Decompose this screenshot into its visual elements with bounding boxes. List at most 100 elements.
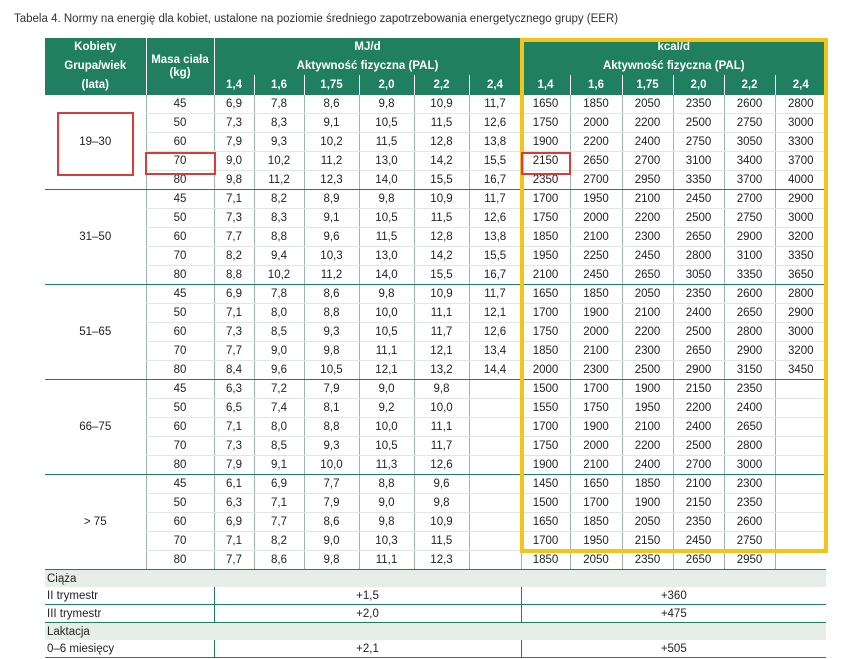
kcal-value-cell: 2300 xyxy=(621,341,674,361)
mj-value-cell: 8,6 xyxy=(253,550,304,570)
mj-value-cell: 14,4 xyxy=(468,360,522,380)
table-row: 60 7,1 8,0 8,8 10,0 11,1 1700 1900 2100 2400 2650 xyxy=(45,417,827,437)
mj-value-cell: 11,5 xyxy=(413,531,469,551)
mj-value-cell: 12,6 xyxy=(468,322,522,342)
mj-value-cell: 8,0 xyxy=(253,417,304,437)
mj-value-cell: 9,1 xyxy=(303,208,359,228)
mj-value-cell: 10,5 xyxy=(358,208,414,228)
pal-levels-row: 1,4 1,6 1,75 2,0 2,2 2,4 1,4 1,6 1,75 2,0 2,2 2,4 xyxy=(45,75,827,95)
table-row: 80 9,8 11,2 12,3 14,0 15,5 16,7 2350 2700 2950 335… xyxy=(45,170,827,190)
kcal-value-cell: 1750 xyxy=(569,398,623,418)
mj-value-cell: 9,8 xyxy=(358,95,414,114)
kcal-value-cell: 2900 xyxy=(672,360,725,380)
kcal-value-cell: 1950 xyxy=(569,189,623,209)
mj-value-cell: 6,9 xyxy=(213,95,254,114)
kcal-value-cell: 2200 xyxy=(569,132,623,152)
body-mass-cell: 80 xyxy=(145,455,214,475)
kcal-value-cell: 1650 xyxy=(569,474,623,494)
kcal-value-cell: 2450 xyxy=(621,246,674,266)
mj-value-cell: 16,7 xyxy=(468,265,522,285)
mj-value-cell: 9,1 xyxy=(253,455,304,475)
kcal-value-cell: 1850 xyxy=(569,95,623,114)
table-row: 80 8,8 10,2 11,2 14,0 15,5 16,7 2100 2450 2650 305… xyxy=(45,265,827,285)
mj-value-cell: 9,3 xyxy=(303,322,359,342)
mj-value-cell: 8,3 xyxy=(253,208,304,228)
mj-value-cell: 9,1 xyxy=(303,113,359,133)
kcal-value-cell: 2650 xyxy=(569,151,623,171)
body-mass-cell: 70 xyxy=(145,341,214,361)
kcal-value-cell: 2100 xyxy=(569,341,623,361)
mj-value-cell: 10,9 xyxy=(413,189,469,209)
kcal-value-cell: 2400 xyxy=(621,455,674,475)
mj-value-cell: 9,0 xyxy=(358,493,414,513)
kcal-value-cell: 3050 xyxy=(723,132,776,152)
footer-mj-value: +2,1 xyxy=(213,640,522,658)
mj-value-cell: 9,0 xyxy=(213,151,254,171)
footer-mj-value: +2,0 xyxy=(213,604,522,623)
kcal-value-cell: 2750 xyxy=(723,113,776,133)
mj-value-cell: 10,5 xyxy=(358,322,414,342)
mj-value-cell: 6,1 xyxy=(213,474,254,494)
mj-unit-header: MJ/d xyxy=(213,38,522,57)
mj-value-cell: 7,1 xyxy=(213,189,254,209)
mj-value-cell: 7,3 xyxy=(213,436,254,456)
table-row: 60 7,7 8,8 9,6 11,5 12,8 13,8 1850 2100 2300 2650 2… xyxy=(45,227,827,247)
mj-value-cell: 7,9 xyxy=(303,379,359,399)
mj-pal-level-6: 2,4 xyxy=(468,75,522,95)
footer-row: III trymestr +2,0 +475 xyxy=(45,604,827,623)
kcal-value-cell: 3000 xyxy=(774,208,827,228)
mj-value-cell: 9,3 xyxy=(303,436,359,456)
mj-value-cell: 7,8 xyxy=(253,95,304,114)
body-mass-cell: 70 xyxy=(145,531,214,551)
mj-value-cell: 10,0 xyxy=(358,303,414,323)
table-row: 70 9,0 10,2 11,2 13,0 14,2 15,5 2150 2650 2700 310… xyxy=(45,151,827,171)
kcal-value-cell: 1900 xyxy=(520,455,571,475)
table-row: 70 7,3 8,5 9,3 10,5 11,7 1750 2000 2200 2500 2800 xyxy=(45,436,827,456)
kcal-value-cell: 2500 xyxy=(672,208,725,228)
mj-value-cell: 8,5 xyxy=(253,436,304,456)
kcal-value-cell: 2650 xyxy=(723,303,776,323)
table-row: 80 8,4 9,6 10,5 12,1 13,2 14,4 2000 2300 2500 2900… xyxy=(45,360,827,380)
mj-value-cell: 10,3 xyxy=(303,246,359,266)
kcal-value-cell: 3350 xyxy=(672,170,725,190)
mj-value-cell: 11,1 xyxy=(413,303,469,323)
kcal-value-cell: 1850 xyxy=(569,512,623,532)
kcal-value-cell: 2950 xyxy=(621,170,674,190)
mj-value-cell: 11,5 xyxy=(358,227,414,247)
mj-value-cell: 7,9 xyxy=(303,493,359,513)
kcal-value-cell: 2150 xyxy=(672,379,725,399)
mj-value-cell: 15,5 xyxy=(413,265,469,285)
body-mass-cell: 80 xyxy=(145,360,214,380)
mj-value-cell: 9,6 xyxy=(303,227,359,247)
mj-value-cell: 8,6 xyxy=(303,284,359,304)
mj-value-cell: 8,6 xyxy=(303,512,359,532)
mj-value-cell xyxy=(468,455,522,475)
kcal-value-cell: 1950 xyxy=(569,531,623,551)
group-age-header: Kobiety Grupa/wiek (lata) xyxy=(45,38,146,95)
kcal-value-cell: 2500 xyxy=(672,436,725,456)
kcal-value-cell: 2200 xyxy=(621,113,674,133)
kcal-value-cell: 1850 xyxy=(569,284,623,304)
kcal-value-cell: 2650 xyxy=(723,417,776,437)
kcal-value-cell: 2100 xyxy=(569,227,623,247)
kcal-pal-level-6: 2,4 xyxy=(774,75,827,95)
kcal-value-cell: 2100 xyxy=(621,189,674,209)
kcal-value-cell xyxy=(774,379,827,399)
body-mass-cell: 45 xyxy=(145,474,214,494)
body-mass-cell: 60 xyxy=(145,227,214,247)
mj-value-cell: 11,1 xyxy=(358,550,414,570)
mj-value-cell: 6,9 xyxy=(213,284,254,304)
kcal-value-cell: 3050 xyxy=(672,265,725,285)
mj-value-cell: 11,5 xyxy=(413,208,469,228)
mj-value-cell: 12,8 xyxy=(413,227,469,247)
kcal-value-cell: 2300 xyxy=(621,227,674,247)
mj-value-cell: 12,6 xyxy=(468,113,522,133)
kcal-value-cell: 1550 xyxy=(520,398,571,418)
mj-value-cell: 11,3 xyxy=(358,455,414,475)
mj-value-cell: 8,8 xyxy=(303,303,359,323)
mj-value-cell: 10,2 xyxy=(253,265,304,285)
mj-value-cell: 16,7 xyxy=(468,170,522,190)
mj-value-cell: 8,5 xyxy=(253,322,304,342)
kcal-value-cell: 3400 xyxy=(723,151,776,171)
mj-value-cell: 9,3 xyxy=(253,132,304,152)
